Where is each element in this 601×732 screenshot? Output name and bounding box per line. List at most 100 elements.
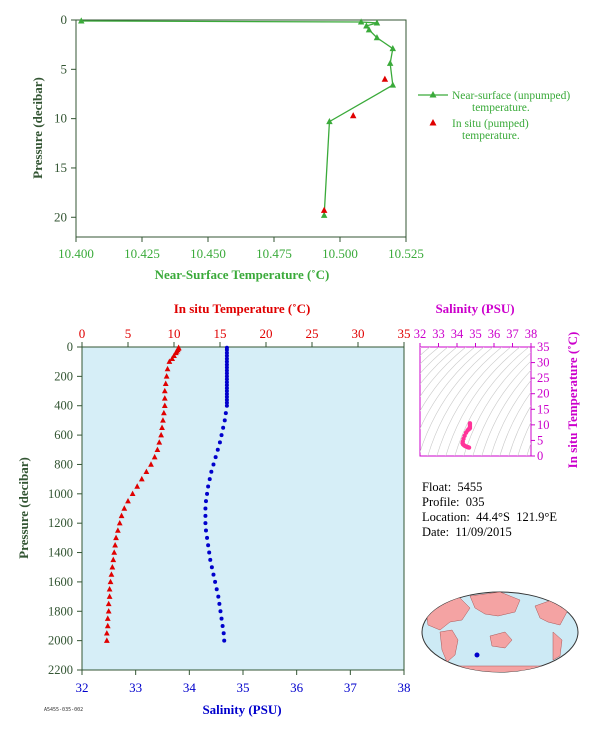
float-info: Float: 5455 Profile: 035 Location: 44.4°… — [422, 480, 557, 540]
profile-row: Profile: 035 — [422, 495, 557, 510]
date-row: Date: 11/09/2015 — [422, 525, 557, 540]
density-contour — [445, 347, 521, 456]
temperature-point — [116, 519, 123, 526]
salinity-tick-label: 36 — [290, 680, 304, 695]
salinity-point — [220, 623, 225, 628]
ts-y-tick-label: 30 — [537, 356, 550, 370]
temperature-point — [118, 512, 125, 519]
profile-value: 035 — [465, 495, 485, 509]
near-surface-point — [78, 17, 85, 24]
y-tick-label: 5 — [61, 61, 68, 76]
salinity-point — [224, 347, 229, 352]
y-tick-label: 20 — [54, 209, 67, 224]
near-surface-point — [365, 26, 373, 33]
ts-series — [460, 421, 473, 450]
density-contour — [420, 347, 458, 385]
density-contour — [420, 347, 485, 430]
temperature-point — [109, 564, 116, 570]
density-contour — [420, 347, 467, 398]
density-contour — [436, 347, 512, 456]
pressure-tick-label: 1200 — [48, 516, 73, 530]
temperature-point — [166, 358, 173, 364]
x-tick-label: 10.500 — [322, 246, 358, 261]
in-situ-point — [320, 206, 328, 213]
near-surface-legend: Near-surface (unpumped) temperature. In … — [418, 90, 573, 142]
x-tick-label: 10.425 — [124, 246, 160, 261]
salinity-point — [205, 491, 210, 496]
temperature-point — [148, 461, 154, 467]
legend-label-near-surface: Near-surface (unpumped) temperature. — [452, 90, 573, 114]
temperature-point — [161, 395, 168, 401]
temperature-axis-label: In situ Temperature (˚C) — [174, 301, 311, 316]
pressure-tick-label: 2200 — [48, 663, 73, 677]
y-tick-label: 10 — [54, 111, 67, 126]
salinity-tick-label: 32 — [76, 680, 89, 695]
density-contour — [517, 421, 531, 456]
salinity-tick-label: 37 — [344, 680, 358, 695]
temperature-point — [161, 402, 168, 408]
salinity-point — [223, 411, 228, 416]
date-value: 11/09/2015 — [455, 525, 512, 539]
temperature-point — [104, 622, 111, 629]
salinity-point — [217, 440, 222, 445]
salinity-point — [224, 397, 229, 402]
salinity-tick-label: 34 — [183, 680, 197, 695]
temperature-tick-label: 15 — [214, 326, 227, 341]
salinity-point — [224, 356, 229, 361]
pressure-axis-label: Pressure (decibar) — [16, 457, 31, 559]
temperature-point — [121, 505, 128, 511]
temperature-point — [103, 637, 110, 643]
salinity-point — [219, 616, 224, 621]
near-surface-point — [373, 19, 381, 26]
x-tick-label: 10.525 — [388, 246, 424, 261]
temperature-point — [104, 615, 111, 621]
density-contour — [420, 347, 476, 412]
salinity-point — [224, 403, 229, 408]
temperature-point — [129, 490, 136, 497]
salinity-point — [211, 572, 216, 577]
near-surface-point — [389, 45, 397, 52]
near-surface-point — [389, 81, 397, 88]
salinity-point — [209, 469, 214, 474]
salinity-axis-ticks: 32 33 34 35 36 37 38 — [76, 670, 411, 695]
profile-chart: 0 5 10 15 20 25 30 35 32 33 34 35 36 37 38 0 200 400 600… — [16, 301, 411, 717]
salinity-point — [224, 400, 229, 405]
salinity-point — [224, 353, 229, 358]
pressure-tick-label: 400 — [54, 399, 73, 413]
temperature-axis-ticks: 0 5 10 15 20 25 30 35 — [79, 326, 411, 347]
temperature-point — [138, 475, 145, 482]
temperature-point — [163, 373, 170, 379]
salinity-point — [203, 506, 208, 511]
near-surface-point — [386, 59, 394, 66]
footer-tag: A5455-035-002 — [44, 707, 84, 713]
salinity-point — [215, 447, 220, 452]
near-surface-x-ticks: 10.400 10.425 10.450 10.475 10.500 10.525 — [58, 237, 424, 261]
salinity-point — [224, 350, 229, 355]
density-contour — [481, 369, 531, 456]
temperature-tick-label: 25 — [306, 326, 319, 341]
density-contour — [420, 347, 494, 454]
near-surface-plot-frame — [75, 19, 407, 238]
pressure-tick-label: 1600 — [48, 575, 73, 589]
temperature-point — [134, 483, 141, 489]
salinity-point — [205, 535, 210, 540]
near-surface-y-axis-label: Pressure (decibar) — [30, 77, 45, 179]
salinity-point — [219, 433, 224, 438]
temperature-point — [108, 571, 115, 577]
ts-y-tick-label: 10 — [537, 418, 550, 432]
near-surface-chart: 10.400 10.425 10.450 10.475 10.500 10.525 0 5 1… — [30, 12, 573, 282]
temperature-point — [154, 446, 161, 453]
salinity-point — [209, 565, 214, 570]
salinity-point — [206, 484, 211, 489]
y-tick-label: 15 — [54, 160, 67, 175]
temperature-point — [105, 608, 112, 614]
temperature-point — [125, 497, 131, 504]
ts-y-tick-label: 25 — [537, 371, 550, 385]
location-label: Location: — [422, 510, 470, 524]
temperature-tick-label: 0 — [79, 326, 86, 341]
salinity-tick-label: 33 — [129, 680, 142, 695]
ts-y-tick-label: 15 — [537, 402, 550, 416]
location-row: Location: 44.4°S 121.9°E — [422, 510, 557, 525]
